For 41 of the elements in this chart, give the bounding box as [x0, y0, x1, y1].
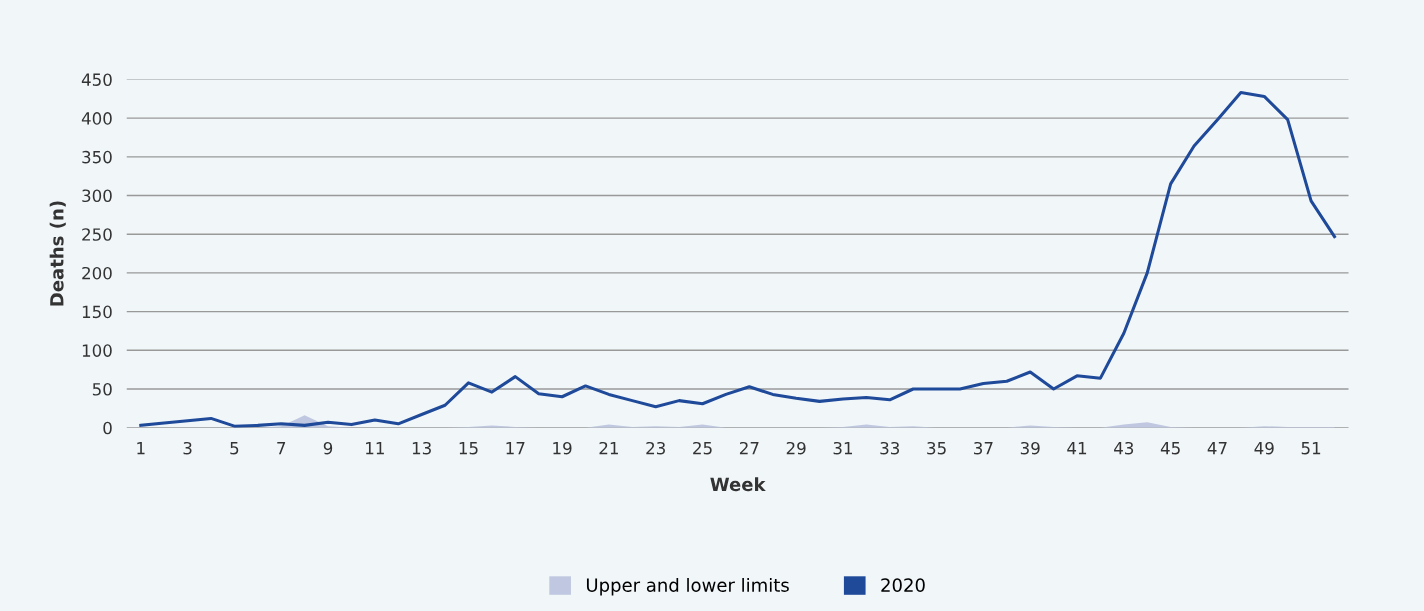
y-tick-label: 100: [82, 344, 112, 357]
legend-label: 2020: [881, 578, 925, 592]
x-tick-label: 7: [277, 442, 286, 455]
x-tick-label: 49: [1254, 441, 1274, 455]
y-tick-label: 350: [82, 150, 112, 164]
x-tick-label: 3: [183, 441, 192, 455]
legend-label: Upper and lower limits: [586, 577, 789, 596]
x-tick-label: 37: [974, 441, 993, 455]
y-tick-label: 0: [103, 421, 112, 435]
y-tick-label: 150: [82, 305, 112, 319]
x-tick-label: 47: [1207, 442, 1227, 455]
x-tick-label: 27: [739, 441, 759, 455]
x-axis-title: Week: [710, 477, 766, 492]
x-tick-label: 41: [1067, 442, 1087, 455]
x-tick-label: 33: [880, 441, 900, 455]
x-tick-label: 5: [230, 442, 239, 455]
x-tick-label: 9: [323, 441, 333, 455]
y-tick-label: 250: [82, 228, 112, 241]
x-tick-label: 19: [553, 441, 572, 455]
y-tick-label: 300: [82, 189, 112, 203]
y-tick-label: 450: [81, 73, 112, 86]
x-tick-label: 17: [506, 442, 525, 455]
x-tick-label: 51: [1301, 442, 1321, 455]
x-tick-label: 13: [412, 441, 431, 455]
x-tick-label: 1: [137, 442, 145, 455]
x-tick-label: 35: [927, 441, 946, 455]
y-tick-label: 50: [92, 382, 112, 396]
x-tick-label: 23: [646, 441, 665, 455]
x-tick-label: 31: [833, 441, 853, 455]
x-tick-label: 39: [1020, 441, 1040, 455]
y-axis-title: Deaths (n): [49, 201, 66, 306]
y-tick-label: 200: [82, 266, 112, 280]
x-tick-label: 29: [786, 441, 806, 455]
line-series: [139, 91, 1337, 428]
x-tick-label: 43: [1114, 441, 1134, 455]
x-tick-label: 25: [693, 441, 712, 455]
x-tick-label: 45: [1160, 442, 1180, 455]
x-tick-label: 11: [366, 442, 384, 455]
x-tick-label: 21: [599, 441, 618, 455]
y-tick-label: 400: [81, 112, 112, 125]
x-tick-label: 15: [459, 442, 478, 455]
